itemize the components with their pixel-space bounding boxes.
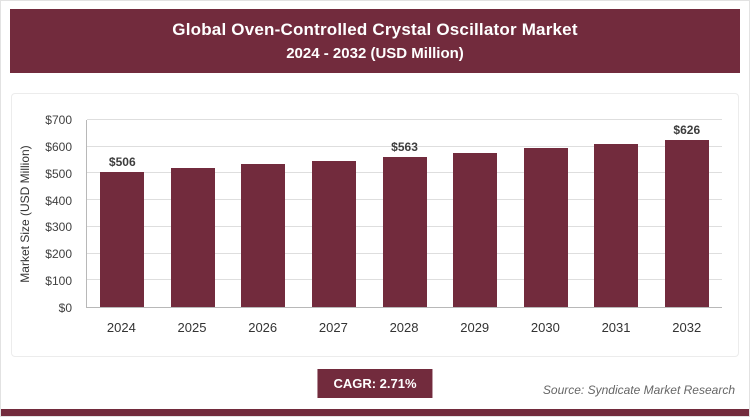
bar-slot [158, 120, 229, 307]
y-tick-label: $100 [45, 274, 72, 289]
bar-2027 [311, 160, 356, 307]
bar-slot: $563 [369, 120, 440, 307]
x-tick-label: 2029 [460, 320, 490, 335]
bar-slot [299, 120, 370, 307]
bar-2032 [664, 139, 709, 307]
bar-2024 [100, 171, 145, 307]
bar-2029 [453, 152, 498, 307]
x-tick-label: 2027 [318, 320, 348, 335]
x-tick-label: 2024 [106, 320, 136, 335]
bottom-accent-strip [1, 409, 749, 416]
bar-slot [228, 120, 299, 307]
source-attribution: Source: Syndicate Market Research [542, 383, 735, 397]
gridline [87, 145, 722, 147]
y-tick-label: $0 [58, 301, 72, 315]
y-tick-label: $700 [45, 113, 72, 127]
x-tick-label: 2030 [530, 320, 560, 335]
bar-2026 [241, 164, 286, 307]
x-tick-label: 2026 [248, 320, 278, 335]
chart-title-banner: Global Oven-Controlled Crystal Oscillato… [10, 9, 740, 73]
gridline [87, 119, 722, 120]
x-tick-label: 2032 [672, 320, 702, 335]
cagr-badge: CAGR: 2.71% [317, 369, 433, 398]
bar-value-label: $626 [673, 122, 701, 137]
x-tick-label: 2025 [177, 320, 207, 335]
bar-slot [581, 120, 652, 307]
chart-title-line2: 2024 - 2032 (USD Million) [286, 45, 464, 62]
bar-2030 [523, 148, 568, 307]
y-tick-label: $500 [45, 166, 72, 181]
bar-value-label: $506 [108, 154, 136, 169]
bar-2025 [170, 168, 215, 307]
chart-region: Market Size (USD Million) $0 $100 $200 $300… [11, 93, 739, 357]
plot-area: $506 $563 $626 [86, 119, 722, 308]
bar-2028 [382, 156, 427, 307]
bars: $506 $563 $626 [87, 120, 722, 307]
y-tick-label: $300 [45, 220, 72, 235]
bar-2031 [594, 144, 639, 307]
bar-slot: $626 [652, 120, 723, 307]
y-tick-label: $200 [45, 247, 72, 262]
bar-slot [510, 120, 581, 307]
bar-slot: $506 [87, 120, 158, 307]
x-tick-label: 2028 [389, 320, 419, 335]
bar-slot [440, 120, 511, 307]
y-tick-label: $600 [45, 139, 72, 154]
y-axis-ticks: $0 $100 $200 $300 $400 $500 $600 $700 [12, 113, 80, 315]
chart-title-line1: Global Oven-Controlled Crystal Oscillato… [172, 20, 578, 39]
x-axis-labels: 2024 2025 2026 2027 2028 2029 2030 2031 2032 [86, 318, 722, 338]
bar-value-label: $563 [391, 139, 418, 154]
x-tick-label: 2031 [601, 320, 631, 335]
y-tick-label: $400 [45, 193, 72, 208]
